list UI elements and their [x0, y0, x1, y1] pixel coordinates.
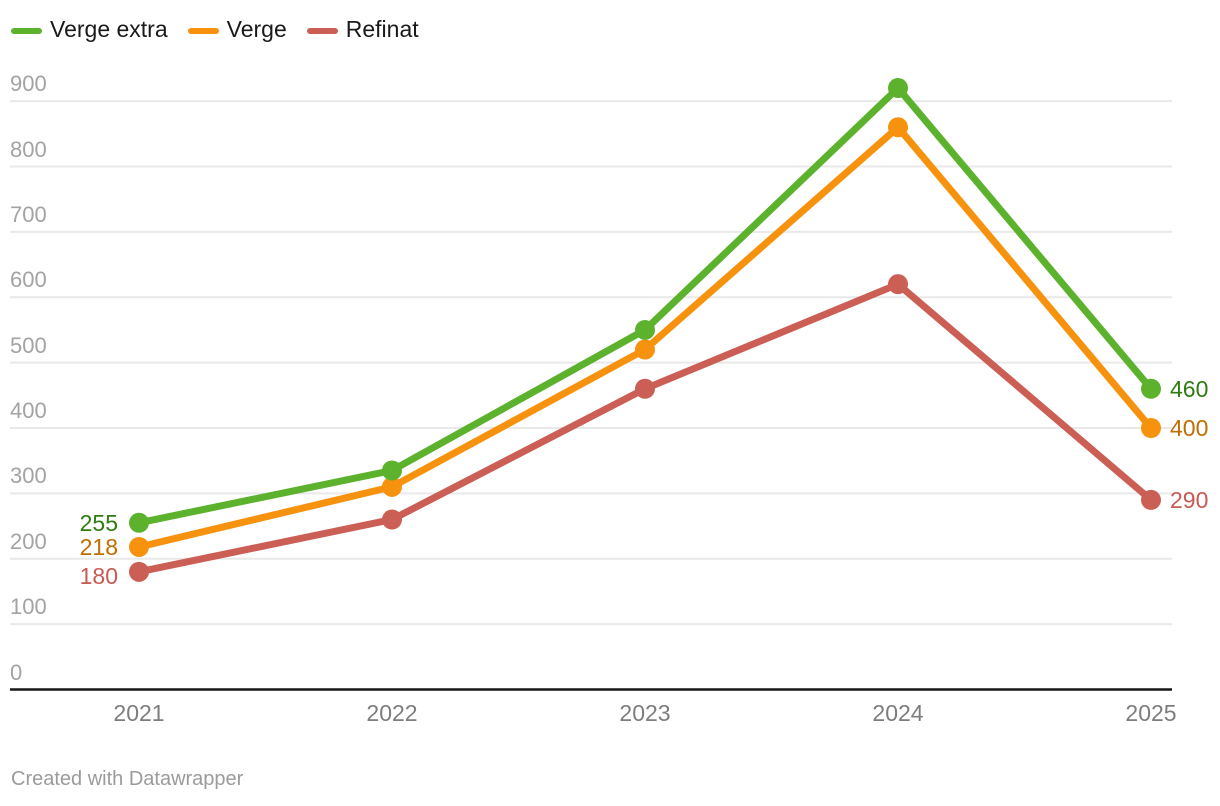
- y-tick-label-700: 700: [10, 201, 47, 227]
- y-tick-label-300: 300: [10, 463, 47, 489]
- legend-swatch-verge-extra: [11, 27, 42, 34]
- point-verge-extra-2025[interactable]: [1141, 378, 1161, 399]
- value-label-start-verge: 218: [79, 533, 118, 560]
- value-label-end-verge: 400: [1170, 415, 1209, 441]
- y-tick-label-200: 200: [10, 528, 47, 554]
- legend-item-refinat: Refinat: [306, 16, 419, 43]
- y-tick-label-900: 900: [10, 71, 47, 97]
- y-tick-label-100: 100: [10, 594, 47, 620]
- point-verge-extra-2023[interactable]: [635, 319, 655, 340]
- legend-swatch-verge: [187, 27, 219, 34]
- point-refinat-2024[interactable]: [888, 274, 908, 295]
- point-refinat-2022[interactable]: [382, 509, 402, 530]
- point-verge-2023[interactable]: [635, 339, 655, 360]
- legend-swatch-refinat: [306, 27, 338, 34]
- legend-label-verge-extra: Verge extra: [50, 16, 168, 42]
- legend-label-refinat: Refinat: [345, 16, 419, 42]
- point-verge-extra-2021[interactable]: [129, 512, 149, 533]
- legend-label-verge: Verge: [226, 16, 287, 42]
- point-refinat-2021[interactable]: [129, 561, 149, 582]
- value-label-end-refinat: 290: [1170, 486, 1209, 513]
- point-refinat-2023[interactable]: [635, 378, 655, 399]
- value-label-end-verge-extra: 460: [1170, 375, 1209, 402]
- x-tick-label-2025: 2025: [1125, 700, 1177, 726]
- point-refinat-2025[interactable]: [1141, 489, 1161, 510]
- y-tick-label-400: 400: [10, 398, 47, 423]
- point-verge-extra-2024[interactable]: [888, 78, 908, 99]
- legend-item-verge: Verge: [187, 16, 287, 43]
- point-verge-extra-2022[interactable]: [382, 460, 402, 481]
- y-tick-label-0: 0: [10, 659, 23, 685]
- point-verge-2025[interactable]: [1141, 418, 1161, 438]
- x-tick-label-2023: 2023: [619, 700, 671, 726]
- y-tick-label-500: 500: [10, 332, 47, 358]
- value-label-start-refinat: 180: [79, 562, 118, 589]
- x-tick-label-2022: 2022: [366, 700, 418, 726]
- line-verge-extra: [135, 84, 1155, 527]
- credit-line: Created with Datawrapper: [11, 768, 244, 790]
- legend-item-verge-extra: Verge extra: [11, 18, 168, 43]
- y-tick-label-600: 600: [10, 267, 47, 293]
- value-label-start-verge-extra: 255: [79, 509, 118, 536]
- point-verge-2024[interactable]: [888, 117, 908, 138]
- y-tick-label-800: 800: [10, 136, 47, 162]
- x-tick-label-2024: 2024: [872, 700, 924, 726]
- x-tick-label-2021: 2021: [113, 700, 165, 726]
- legend: Verge extra Verge Refinat: [11, 18, 419, 43]
- point-verge-2021[interactable]: [129, 536, 149, 557]
- point-verge-2022[interactable]: [382, 476, 402, 497]
